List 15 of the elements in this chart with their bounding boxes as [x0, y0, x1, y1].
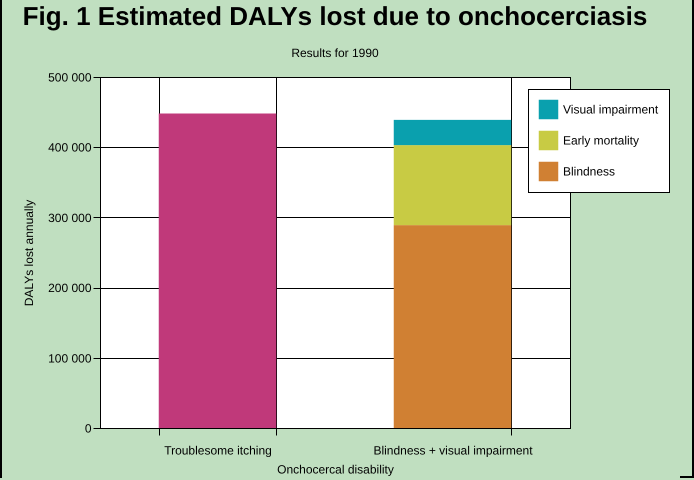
y-tick-label: 0	[84, 422, 92, 436]
x-axis-title: Onchocercal disability	[277, 462, 394, 476]
y-tick-label: 500 000	[48, 70, 92, 84]
y-tick-label: 300 000	[48, 210, 92, 225]
x-tick-label: Troublesome itching	[164, 444, 272, 458]
legend-label: Visual impairment	[563, 102, 659, 116]
chart-title: Fig. 1 Estimated DALYs lost due to onchocerciasis	[22, 1, 648, 31]
y-axis-title: DALYs lost annually	[22, 200, 36, 306]
legend-label: Early mortality	[563, 134, 640, 148]
y-tick-label: 400 000	[48, 140, 92, 155]
y-tick-label: 100 000	[48, 351, 92, 366]
x-tick-label: Blindness + visual impairment	[373, 444, 534, 458]
legend-label: Blindness	[563, 164, 616, 178]
y-tick-label: 200 000	[48, 281, 92, 296]
chart-subtitle: Results for 1990	[291, 46, 380, 60]
